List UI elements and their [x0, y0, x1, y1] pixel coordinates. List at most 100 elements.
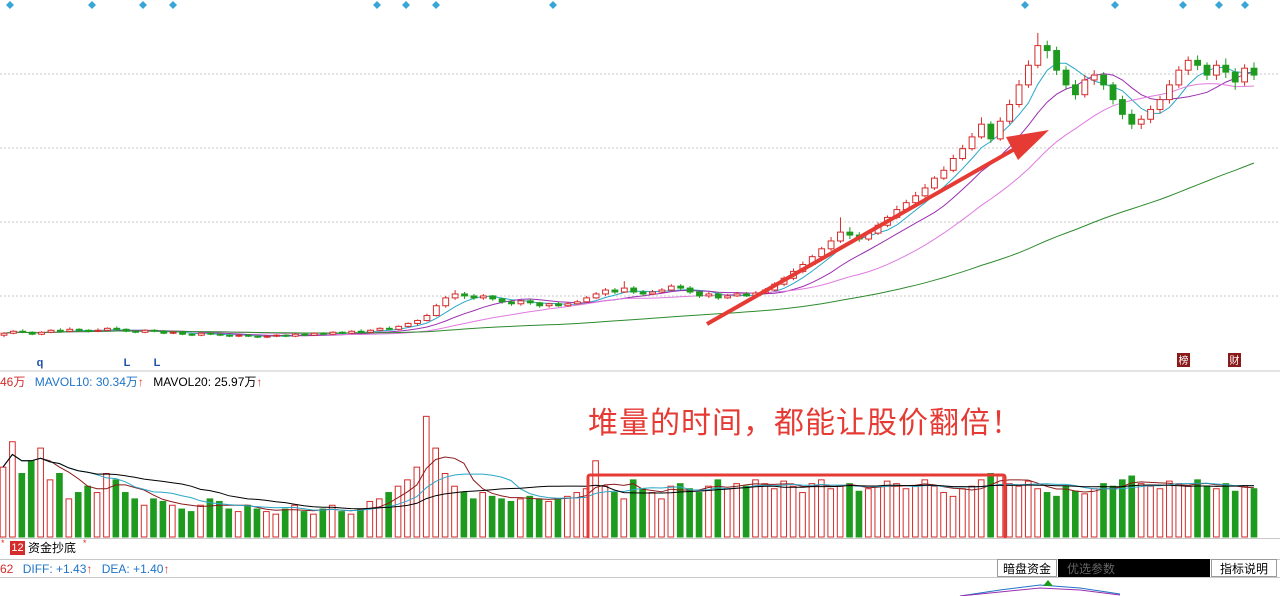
volume-bar	[263, 511, 270, 538]
candle-body	[1222, 64, 1230, 73]
candle-body	[602, 289, 609, 295]
candle-body	[508, 301, 515, 305]
help-button[interactable]: 指标说明	[1211, 559, 1277, 577]
candle-body	[367, 329, 374, 333]
volume-bar	[808, 483, 816, 538]
volume-bar	[225, 508, 233, 538]
trend-arrow-shaft	[706, 144, 1021, 326]
volume-bar	[1043, 492, 1051, 538]
volume-bar	[987, 473, 994, 538]
volume-bar	[883, 480, 891, 538]
candle-body	[423, 315, 431, 321]
candle-body	[169, 331, 177, 334]
volume-bar	[150, 498, 157, 538]
candle-body	[649, 291, 656, 295]
tab-capital-bottom[interactable]: 资金抄底	[28, 541, 77, 555]
volume-bar	[1241, 485, 1248, 538]
diamond-marker	[139, 1, 147, 9]
candle-body	[56, 329, 64, 332]
volume-bar	[836, 485, 844, 538]
volume-bar	[366, 500, 374, 538]
candle-body	[160, 330, 168, 334]
volume-bar	[488, 495, 496, 538]
volume-bar	[281, 508, 289, 538]
candle-body	[197, 332, 205, 336]
candle-body	[526, 300, 534, 304]
volume-bar	[46, 479, 54, 538]
candle-body	[630, 287, 638, 293]
candle-body	[1034, 45, 1042, 66]
volume-bar	[131, 498, 139, 538]
volume-bar	[705, 485, 712, 538]
candle-body	[395, 325, 403, 330]
diff-label: DIFF: +1.43	[22, 562, 87, 576]
candle-body	[968, 136, 976, 150]
volume-bar	[451, 485, 458, 538]
dark-pool-button[interactable]: 暗盘资金	[997, 559, 1057, 577]
macd-value: 62	[0, 562, 14, 576]
volume-bar	[554, 498, 562, 538]
candle-body	[85, 329, 93, 332]
candle-body	[1053, 50, 1061, 71]
macd-dea-line	[959, 587, 1121, 596]
volume-bar	[827, 488, 835, 538]
volume-bar	[74, 492, 82, 538]
candle-body	[263, 335, 271, 338]
volume-bar	[1203, 485, 1211, 538]
candle-body	[827, 240, 835, 250]
volume-bar	[1137, 483, 1145, 538]
price-bottom-label: L	[154, 357, 161, 369]
candle-body	[1231, 71, 1239, 83]
diamond-marker	[1215, 1, 1223, 9]
candle-body	[667, 285, 675, 291]
volume-bar	[695, 492, 703, 538]
tab-number[interactable]: 12	[10, 541, 25, 555]
candle-body	[357, 330, 365, 333]
candle-body	[1100, 74, 1108, 86]
volume-bar	[1109, 485, 1117, 538]
candle-body	[978, 123, 985, 138]
candle-body	[338, 331, 346, 334]
candle-body	[461, 293, 468, 297]
volume-bar	[874, 485, 882, 538]
candle-body	[1184, 59, 1192, 71]
volume-bar	[733, 483, 740, 538]
candle-body	[1175, 69, 1183, 86]
ma-line	[3, 62, 1254, 337]
volume-bar	[1034, 488, 1041, 538]
candle-body	[846, 231, 854, 236]
volume-bar	[112, 479, 120, 538]
volume-bar	[949, 495, 957, 538]
candle-body	[442, 297, 450, 307]
badge-box	[1228, 353, 1241, 367]
candle-body	[1241, 67, 1249, 83]
volume-bar	[0, 466, 7, 538]
diamond-marker	[1021, 1, 1029, 9]
candle-body	[1025, 64, 1032, 86]
candle-body	[404, 322, 412, 327]
candle-body	[1203, 64, 1211, 76]
diamond-marker	[402, 1, 410, 9]
candle-body	[724, 295, 732, 299]
macd-lines	[959, 580, 1121, 596]
volume-bar	[573, 492, 581, 538]
volume-bar	[394, 485, 402, 538]
volume-bar	[564, 495, 571, 538]
volume-bar	[328, 504, 336, 538]
candle-body	[1015, 84, 1023, 106]
volume-bar	[912, 485, 919, 538]
volume-bar	[187, 511, 195, 538]
volume-bar	[1194, 479, 1201, 538]
volume-bar	[206, 498, 214, 538]
volume-ma-line	[2, 453, 1254, 512]
candle-body	[940, 169, 948, 179]
ma-line	[3, 162, 1255, 334]
candle-body	[1006, 104, 1014, 122]
volume-bar	[1015, 485, 1023, 538]
param-input[interactable]: 优选参数	[1058, 559, 1210, 577]
candle-body	[254, 335, 262, 338]
candle-body	[66, 328, 74, 332]
price-bottom-label: L	[124, 357, 131, 369]
